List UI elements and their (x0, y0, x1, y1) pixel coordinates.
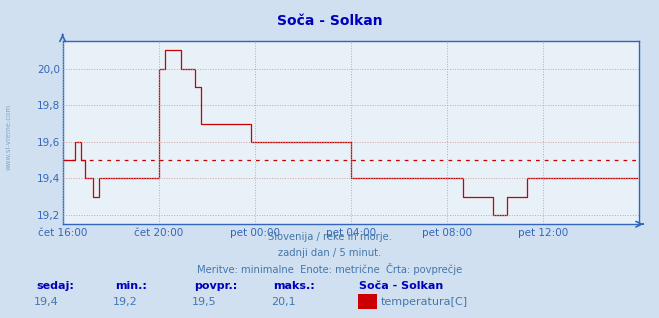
Text: maks.:: maks.: (273, 281, 315, 291)
Text: 20,1: 20,1 (271, 297, 296, 307)
Text: Soča - Solkan: Soča - Solkan (359, 281, 444, 291)
Text: 19,5: 19,5 (192, 297, 217, 307)
Text: www.si-vreme.com: www.si-vreme.com (5, 104, 12, 170)
Text: Meritve: minimalne  Enote: metrične  Črta: povprečje: Meritve: minimalne Enote: metrične Črta:… (197, 263, 462, 275)
Text: 19,4: 19,4 (34, 297, 59, 307)
Text: povpr.:: povpr.: (194, 281, 238, 291)
Text: temperatura[C]: temperatura[C] (381, 297, 468, 307)
Text: Soča - Solkan: Soča - Solkan (277, 14, 382, 28)
Text: min.:: min.: (115, 281, 147, 291)
Text: zadnji dan / 5 minut.: zadnji dan / 5 minut. (278, 248, 381, 258)
Text: 19,2: 19,2 (113, 297, 138, 307)
Text: sedaj:: sedaj: (36, 281, 74, 291)
Text: Slovenija / reke in morje.: Slovenija / reke in morje. (268, 232, 391, 242)
